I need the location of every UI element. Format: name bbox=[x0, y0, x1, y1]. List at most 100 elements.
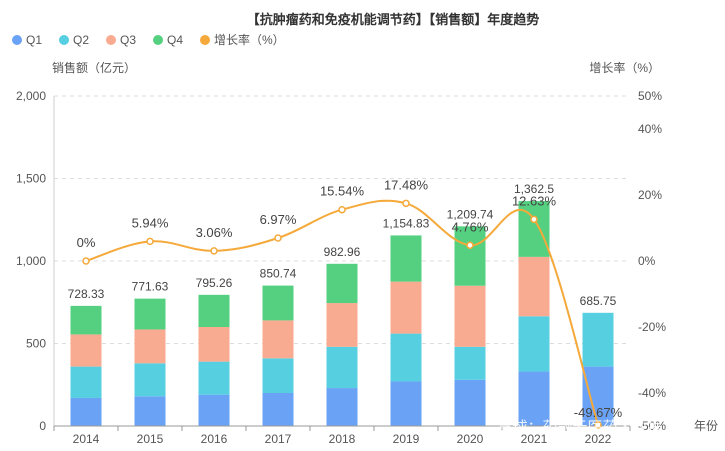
bar-q1-2020 bbox=[454, 379, 486, 426]
y-tick-label: 0 bbox=[39, 419, 46, 433]
growth-label-2018: 15.54% bbox=[320, 184, 365, 199]
growth-point-2021 bbox=[530, 215, 538, 224]
bar-q4-2016 bbox=[198, 294, 230, 327]
bar-q1-2017 bbox=[262, 393, 294, 426]
bar-q3-2021 bbox=[518, 256, 550, 317]
bar-q4-2018 bbox=[326, 263, 358, 304]
bar-q3-2015 bbox=[134, 329, 166, 364]
y2-tick-label: -40% bbox=[638, 386, 666, 400]
growth-point-2018 bbox=[338, 205, 346, 214]
bar-q1-2016 bbox=[198, 394, 230, 426]
x-tick-label: 2018 bbox=[329, 432, 356, 446]
growth-label-2019: 17.48% bbox=[384, 177, 429, 192]
growth-point-2017 bbox=[274, 234, 282, 242]
growth-point-2016 bbox=[210, 247, 218, 255]
bar-q2-2017 bbox=[262, 358, 294, 393]
bar-q3-2016 bbox=[198, 327, 230, 362]
bar-q3-2018 bbox=[326, 303, 358, 347]
growth-point-2019 bbox=[402, 199, 410, 208]
growth-label-2017: 6.97% bbox=[260, 212, 297, 227]
x-tick-label: 2016 bbox=[201, 432, 228, 446]
growth-label-2021: 12.63% bbox=[512, 193, 557, 208]
bar-q1-2022 bbox=[582, 366, 614, 426]
bar-q2-2018 bbox=[326, 346, 358, 389]
bar-q2-2022 bbox=[582, 312, 614, 367]
legend-label-q2: Q2 bbox=[73, 33, 89, 47]
total-label-2017: 850.74 bbox=[260, 267, 297, 281]
y2-tick-label: 0% bbox=[638, 254, 656, 268]
y2-tick-label: 20% bbox=[638, 188, 662, 202]
legend-swatch-q4 bbox=[153, 35, 163, 45]
chart-title: 【抗肿瘤药和免疫机能调节药】【销售额】年度趋势 bbox=[247, 12, 540, 27]
bar-q1-2015 bbox=[134, 396, 166, 426]
y2-tick-label: -20% bbox=[638, 320, 666, 334]
legend-label-q4: Q4 bbox=[167, 33, 183, 47]
y2-tick-label: -50% bbox=[638, 419, 666, 433]
y2-axis-title: 增长率（%） bbox=[589, 60, 660, 75]
legend-swatch-growth bbox=[200, 35, 210, 45]
watermark: 雪球：药融云医药大数据 bbox=[497, 419, 662, 436]
growth-label-2015: 5.94% bbox=[132, 215, 169, 230]
x-tick-label: 2021 bbox=[521, 432, 548, 446]
bar-q1-2021 bbox=[518, 371, 550, 426]
data-labels: 728.33 0% 771.63 5.94% 795.26 3.06% 850.74 6.97… bbox=[68, 177, 623, 420]
legend-label-q1: Q1 bbox=[26, 33, 42, 47]
x-tick-label: 2020 bbox=[457, 432, 484, 446]
y-tick-label: 1,500 bbox=[16, 172, 46, 186]
bar-q2-2019 bbox=[390, 333, 422, 382]
total-label-2014: 728.33 bbox=[68, 287, 105, 301]
bar-q2-2021 bbox=[518, 316, 550, 372]
y-tick-label: 1,000 bbox=[16, 254, 46, 268]
growth-point-2015 bbox=[146, 237, 154, 246]
bar-q4-2020 bbox=[454, 226, 486, 286]
legend-swatch-q3 bbox=[106, 35, 116, 45]
growth-label-2014: 0% bbox=[77, 235, 96, 250]
bars bbox=[70, 201, 614, 426]
total-label-2021: 1,362.5 bbox=[514, 182, 554, 196]
grid: 0 500 1,000 1,500 2,000 -50% -40% -20% 0% 20% 40% 5… bbox=[16, 89, 666, 433]
total-label-2019: 1,154.83 bbox=[383, 216, 430, 230]
bar-q2-2016 bbox=[198, 361, 230, 395]
total-label-2022: 685.75 bbox=[580, 294, 617, 308]
x-tick-label: 2014 bbox=[73, 432, 100, 446]
growth-point-2014 bbox=[82, 257, 90, 265]
bar-q4-2019 bbox=[390, 235, 422, 282]
y-tick-label: 2,000 bbox=[16, 89, 46, 103]
bar-q1-2014 bbox=[70, 397, 102, 426]
growth-label-2016: 3.06% bbox=[196, 225, 233, 240]
x-tick-label: 2019 bbox=[393, 432, 420, 446]
bar-q3-2017 bbox=[262, 320, 294, 359]
bar-q4-2015 bbox=[134, 298, 166, 330]
bar-q3-2014 bbox=[70, 334, 102, 367]
total-label-2020: 1,209.74 bbox=[447, 207, 494, 221]
y2-tick-label: 50% bbox=[638, 89, 662, 103]
total-label-2018: 982.96 bbox=[324, 245, 361, 259]
y2-tick-label: 40% bbox=[638, 122, 662, 136]
bar-q2-2020 bbox=[454, 346, 486, 380]
bar-q2-2014 bbox=[70, 366, 102, 398]
y-tick-label: 500 bbox=[26, 337, 46, 351]
legend-swatch-q2 bbox=[59, 35, 69, 45]
legend-swatch-q1 bbox=[12, 35, 22, 45]
total-label-2016: 795.26 bbox=[196, 276, 233, 290]
bar-q3-2020 bbox=[454, 285, 486, 347]
bar-q4-2014 bbox=[70, 305, 102, 335]
x-axis-title: 年份 bbox=[694, 419, 718, 433]
x-tick-label: 2022 bbox=[585, 432, 612, 446]
bar-q1-2019 bbox=[390, 381, 422, 426]
growth-label-2020: 4.76% bbox=[452, 219, 489, 234]
total-label-2015: 771.63 bbox=[132, 280, 169, 294]
bar-q3-2019 bbox=[390, 281, 422, 334]
bar-q1-2018 bbox=[326, 388, 358, 426]
growth-line bbox=[82, 199, 602, 429]
growth-point-2020 bbox=[466, 241, 474, 250]
legend-label-q3: Q3 bbox=[120, 33, 136, 47]
growth-point-2022 bbox=[594, 421, 602, 429]
growth-label-2022: -49.67% bbox=[574, 405, 623, 420]
legend-label-growth: 增长率（%） bbox=[214, 32, 285, 47]
bar-q4-2017 bbox=[262, 285, 294, 321]
x-tick-label: 2015 bbox=[137, 432, 164, 446]
axes: 2014 2015 2016 2017 2018 2019 2020 2021 2022 bbox=[53, 96, 631, 446]
y-axis-title: 销售额（亿元） bbox=[52, 60, 136, 75]
